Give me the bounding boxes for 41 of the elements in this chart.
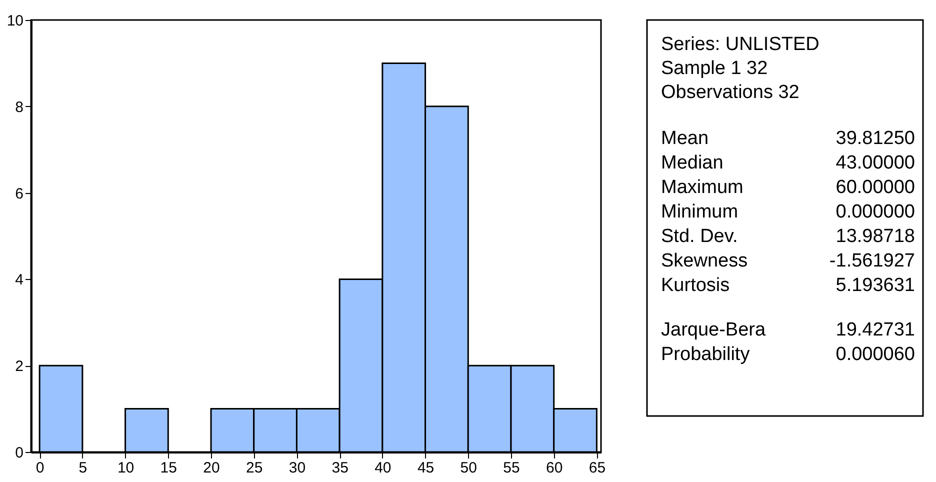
text: 39.81250 xyxy=(836,128,915,149)
y-tick-label: 4 xyxy=(15,272,24,289)
y-tick-label: 8 xyxy=(15,98,24,116)
text: Series: UNLISTED xyxy=(661,34,820,55)
text: 5.193631 xyxy=(836,275,915,296)
x-tick-label: 10 xyxy=(117,460,134,476)
text: Maximum xyxy=(661,177,744,198)
text: Sample 1 32 xyxy=(661,58,768,79)
text: Minimum xyxy=(661,202,738,222)
text: Observations 32 xyxy=(661,82,800,103)
text: -1.561927 xyxy=(829,250,915,272)
text: Skewness xyxy=(661,250,748,272)
y-tick-label: 6 xyxy=(15,185,24,202)
x-tick-label: 20 xyxy=(203,460,220,476)
x-tick-label: 45 xyxy=(417,460,434,476)
x-tick-label: 25 xyxy=(246,460,263,476)
text: 43.00000 xyxy=(836,152,915,174)
x-tick-label: 35 xyxy=(332,460,348,476)
x-tick-label: 15 xyxy=(160,460,177,476)
text: 0.000060 xyxy=(836,344,915,365)
text: 0.000000 xyxy=(836,202,915,222)
text: Std. Dev. xyxy=(661,226,738,247)
y-tick-label: 0 xyxy=(15,444,24,462)
text: Jarque-Bera xyxy=(661,320,766,340)
text: 13.98718 xyxy=(836,226,915,247)
x-tick-label: 55 xyxy=(503,460,520,476)
x-tick-label: 60 xyxy=(546,460,563,476)
text: Median xyxy=(661,152,724,174)
text: 19.42731 xyxy=(836,320,915,340)
x-tick-label: 65 xyxy=(588,460,606,476)
x-tick-label: 50 xyxy=(460,460,477,476)
y-tick-label: 10 xyxy=(6,12,24,30)
x-tick-label: 30 xyxy=(288,460,306,476)
text: Kurtosis xyxy=(661,275,730,296)
x-tick-label: 40 xyxy=(374,460,392,476)
text: 60.00000 xyxy=(836,177,915,198)
y-tick-label: 2 xyxy=(15,358,24,376)
x-tick-label: 5 xyxy=(78,460,88,476)
text: Probability xyxy=(661,344,750,365)
x-tick-label: 0 xyxy=(36,460,44,476)
text: Mean xyxy=(661,128,709,149)
